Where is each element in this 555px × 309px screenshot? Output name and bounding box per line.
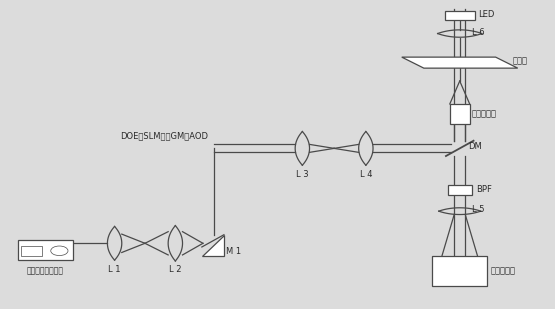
FancyBboxPatch shape xyxy=(445,11,475,20)
Text: DOE、SLM或者GM、AOD: DOE、SLM或者GM、AOD xyxy=(120,132,208,141)
Polygon shape xyxy=(202,235,224,256)
Text: L 6: L 6 xyxy=(472,28,485,37)
Text: BPF: BPF xyxy=(476,184,492,194)
Text: L 1: L 1 xyxy=(108,265,121,274)
Text: L 5: L 5 xyxy=(472,205,485,214)
Polygon shape xyxy=(402,57,518,68)
FancyBboxPatch shape xyxy=(447,185,472,195)
Text: M 1: M 1 xyxy=(226,248,241,256)
Text: 样品池: 样品池 xyxy=(512,57,527,66)
Text: L 3: L 3 xyxy=(296,170,309,179)
Text: L 4: L 4 xyxy=(360,170,372,179)
Text: 图像探测器: 图像探测器 xyxy=(490,266,515,275)
FancyBboxPatch shape xyxy=(21,246,42,256)
FancyBboxPatch shape xyxy=(18,240,73,260)
Text: LED: LED xyxy=(478,10,494,19)
FancyBboxPatch shape xyxy=(450,104,470,124)
Text: 近红外脉冲激光器: 近红外脉冲激光器 xyxy=(27,266,64,275)
FancyBboxPatch shape xyxy=(432,256,487,286)
Text: L 2: L 2 xyxy=(169,265,181,274)
Text: 显微镜物镜: 显微镜物镜 xyxy=(472,109,497,118)
Text: DM: DM xyxy=(468,142,482,151)
